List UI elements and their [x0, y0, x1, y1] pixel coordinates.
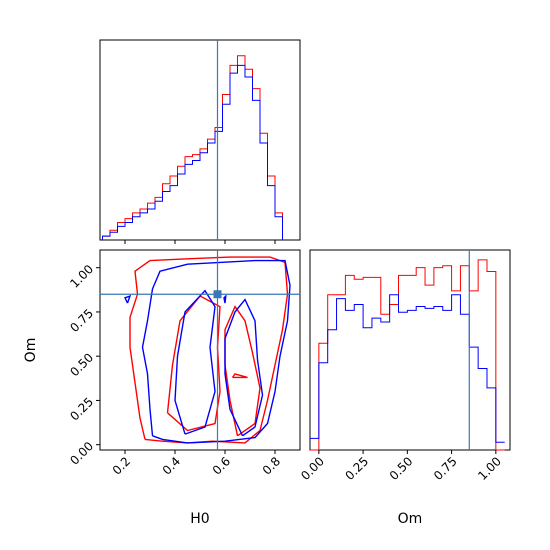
contour-blue-4: [223, 294, 227, 304]
contour-blue-3: [124, 294, 132, 304]
om-histogram-red: [310, 259, 505, 451]
joint-truth-marker: [213, 290, 222, 299]
contour-red-3: [231, 373, 248, 379]
h0-marginal-frame: [99, 39, 301, 241]
h0-marginal-ticks: [124, 240, 276, 244]
contour-red-1: [166, 295, 221, 432]
x-axis-label-om: Om: [398, 511, 423, 527]
x-axis-label-h0: H0: [190, 511, 209, 527]
h0-marginal-panel: [99, 39, 301, 244]
joint-frame: [99, 249, 301, 451]
contour-blue-0: [141, 259, 291, 444]
contour-blue-2: [224, 298, 264, 437]
contour-red-2: [224, 305, 261, 437]
h0-marginal-series: [102, 40, 283, 240]
om-marginal-frame: [309, 249, 511, 451]
h0-histogram-blue: [102, 64, 283, 240]
y-axis-label-om: Om: [23, 338, 39, 363]
contour-blue-1: [174, 289, 216, 435]
contour-red-0: [129, 256, 289, 444]
om-marginal-series: [310, 250, 505, 451]
joint-contours: [100, 250, 300, 450]
